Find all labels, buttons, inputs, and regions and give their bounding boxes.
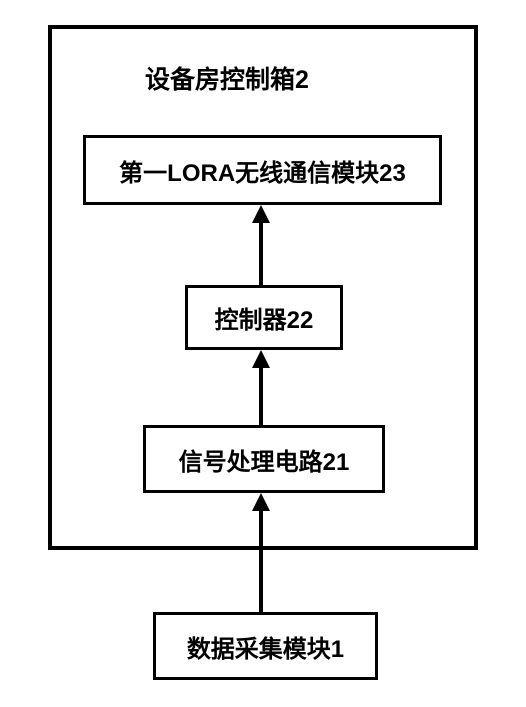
arrow-head-1 bbox=[252, 350, 270, 368]
controller-label: 控制器22 bbox=[215, 300, 314, 335]
arrow-head-2 bbox=[252, 493, 270, 511]
signal-processor-box: 信号处理电路21 bbox=[143, 425, 385, 493]
lora-module-label: 第一LORA无线通信模块23 bbox=[119, 153, 406, 188]
arrow-head-0 bbox=[252, 205, 270, 223]
arrow-line-1 bbox=[259, 368, 263, 425]
signal-processor-label: 信号处理电路21 bbox=[179, 442, 350, 477]
arrow-line-0 bbox=[259, 223, 263, 285]
lora-module-box: 第一LORA无线通信模块23 bbox=[83, 135, 442, 205]
controller-box: 控制器22 bbox=[185, 285, 343, 350]
arrow-line-2 bbox=[259, 511, 263, 612]
container-title: 设备房控制箱2 bbox=[145, 60, 309, 96]
data-collector-label: 数据采集模块1 bbox=[187, 629, 344, 664]
data-collector-box: 数据采集模块1 bbox=[153, 612, 378, 680]
